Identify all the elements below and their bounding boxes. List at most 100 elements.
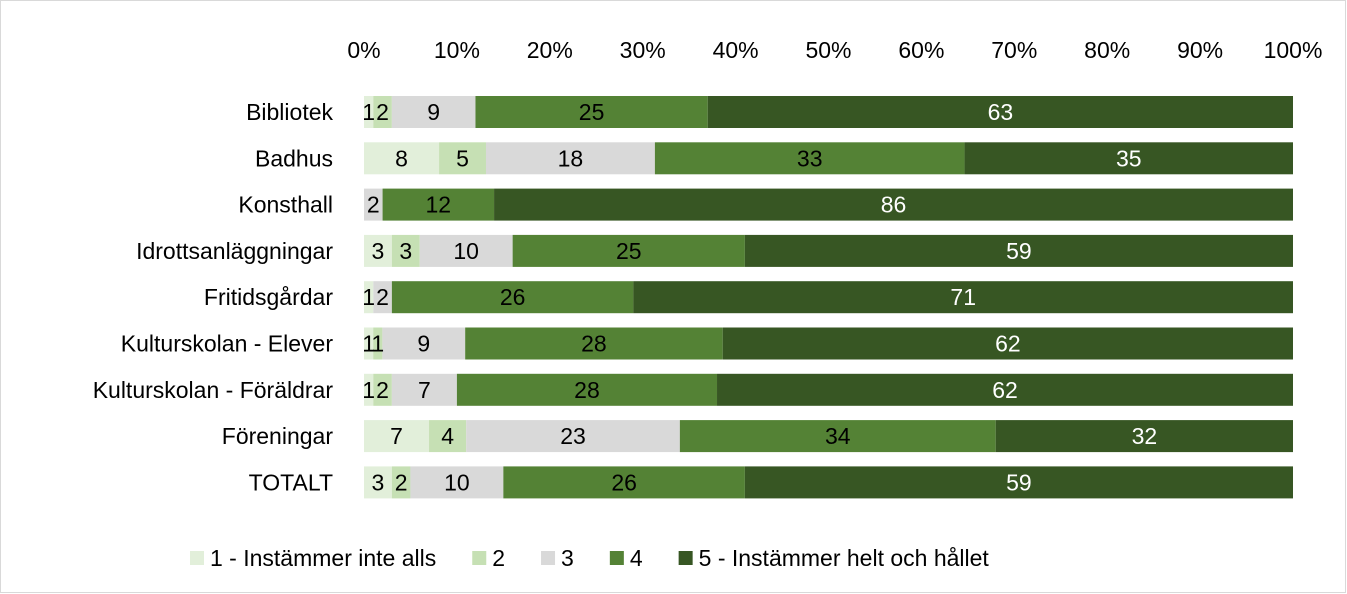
data-label: 12 (426, 192, 452, 218)
bar-segment (364, 142, 440, 175)
legend: 1 - Instämmer inte alls 2 3 4 5 - Instämmer … (190, 545, 989, 571)
bar-segment (419, 234, 513, 267)
data-label: 59 (1006, 469, 1032, 495)
data-label: 28 (574, 377, 600, 403)
bar-segment (382, 188, 495, 221)
x-tick-label: 50% (805, 37, 851, 63)
data-label: 86 (881, 192, 907, 218)
bar-segment (391, 466, 411, 499)
category-label: Konsthall (238, 192, 333, 218)
category-label: Idrottsanläggningar (136, 238, 333, 264)
data-label: 2 (395, 469, 408, 495)
data-label: 25 (579, 99, 605, 125)
data-label: 4 (441, 423, 454, 449)
bar-segment (494, 188, 1293, 221)
data-label: 1 (362, 284, 375, 310)
data-label: 32 (1132, 423, 1158, 449)
bar-segment (466, 420, 680, 453)
bar-segment (633, 281, 1293, 314)
x-tick-label: 60% (898, 37, 944, 63)
bar-segment (429, 420, 467, 453)
bar-segment (364, 281, 374, 314)
bar-segment (364, 234, 392, 267)
bar-segment (373, 373, 392, 406)
category-label: Badhus (255, 145, 333, 171)
x-tick-label: 90% (1177, 37, 1223, 63)
bar-segment (485, 142, 655, 175)
bar-segment (512, 234, 745, 267)
category-label: Bibliotek (246, 99, 333, 125)
legend-swatch (609, 551, 624, 565)
data-label: 2 (376, 377, 389, 403)
data-label: 62 (992, 377, 1018, 403)
bar-segment (722, 327, 1293, 360)
bar-segment (717, 373, 1293, 406)
bar-segment (439, 142, 486, 175)
bar-segment (654, 142, 965, 175)
data-label: 3 (372, 238, 385, 264)
category-label: Kulturskolan - Elever (121, 331, 334, 357)
data-label: 71 (950, 284, 976, 310)
bar-segment (364, 96, 374, 128)
bar-segments (364, 96, 1293, 499)
bar-segment (456, 373, 718, 406)
bar-segment (391, 281, 634, 314)
bar-segment (995, 420, 1293, 453)
legend-swatch (541, 551, 556, 565)
bar-segment (465, 327, 723, 360)
data-label: 9 (427, 99, 440, 125)
bar-segment (364, 420, 430, 453)
bar-segment (707, 96, 1293, 128)
x-tick-label: 10% (434, 37, 480, 63)
data-label: 10 (444, 469, 470, 495)
x-tick-label: 80% (1084, 37, 1130, 63)
data-label: 18 (558, 145, 584, 171)
category-labels: Bibliotek Badhus Konsthall Idrottsanläggnin… (93, 99, 334, 495)
data-label: 10 (453, 238, 479, 264)
x-tick-label: 0% (347, 37, 380, 63)
data-label: 1 (362, 331, 375, 357)
data-label: 3 (372, 469, 385, 495)
legend-label: 1 - Instämmer inte alls (210, 545, 436, 571)
x-axis-ticks: 0% 10% 20% 30% 40% 50% 60% 70% 80% 90% 100% (347, 37, 1322, 63)
category-label: TOTALT (249, 469, 333, 495)
bar-segment (373, 281, 392, 314)
data-label: 28 (581, 331, 607, 357)
data-label: 1 (371, 331, 384, 357)
bar-segment (364, 466, 392, 499)
bar-segment (475, 96, 708, 128)
bar-segment (391, 373, 457, 406)
data-label: 35 (1116, 145, 1142, 171)
data-label: 1 (362, 99, 375, 125)
data-label: 7 (418, 377, 431, 403)
data-label: 33 (797, 145, 823, 171)
data-label: 2 (367, 192, 380, 218)
bar-segment (382, 327, 466, 360)
category-label: Kulturskolan - Föräldrar (93, 377, 334, 403)
x-tick-label: 20% (527, 37, 573, 63)
legend-swatch (190, 551, 204, 565)
legend-swatch (678, 551, 693, 565)
legend-label: 4 (630, 545, 643, 571)
data-label: 25 (616, 238, 642, 264)
data-label: 26 (500, 284, 526, 310)
bar-segment (679, 420, 996, 453)
bar-segment (373, 327, 383, 360)
bar-segment (744, 234, 1293, 267)
data-label: 8 (395, 145, 408, 171)
data-label: 26 (611, 469, 637, 495)
bar-segment (373, 96, 392, 128)
x-tick-label: 100% (1264, 37, 1323, 63)
bar-segment (364, 373, 374, 406)
category-label: Föreningar (222, 423, 334, 449)
data-label: 63 (988, 99, 1014, 125)
legend-label: 3 (561, 545, 574, 571)
x-tick-label: 70% (991, 37, 1037, 63)
data-label: 9 (417, 331, 430, 357)
bar-segment (503, 466, 745, 499)
x-tick-label: 30% (620, 37, 666, 63)
bar-segment (391, 234, 420, 267)
bar-segment (391, 96, 476, 128)
